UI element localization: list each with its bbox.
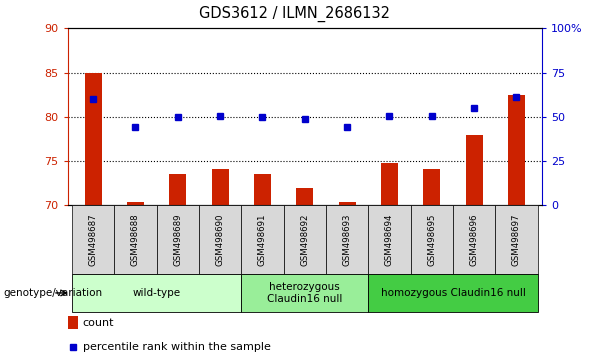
Text: GSM498689: GSM498689 — [173, 213, 183, 266]
Text: homozygous Claudin16 null: homozygous Claudin16 null — [380, 288, 525, 298]
Text: GSM498694: GSM498694 — [385, 213, 394, 266]
Bar — [495, 205, 538, 274]
Text: GDS3612 / ILMN_2686132: GDS3612 / ILMN_2686132 — [199, 5, 390, 22]
Text: GSM498688: GSM498688 — [131, 213, 140, 266]
Bar — [127, 202, 144, 205]
Bar — [114, 205, 157, 274]
Bar — [85, 73, 102, 205]
Bar — [72, 274, 241, 312]
Text: percentile rank within the sample: percentile rank within the sample — [82, 342, 270, 353]
Text: GSM498697: GSM498697 — [512, 213, 521, 266]
Text: GSM498692: GSM498692 — [300, 213, 309, 266]
Text: wild-type: wild-type — [133, 288, 181, 298]
Bar — [241, 274, 368, 312]
Bar — [326, 205, 368, 274]
Bar — [368, 205, 411, 274]
Text: GSM498696: GSM498696 — [469, 213, 479, 266]
Text: heterozygous
Claudin16 null: heterozygous Claudin16 null — [267, 282, 342, 304]
Bar — [241, 205, 284, 274]
Bar — [296, 188, 313, 205]
Bar — [423, 169, 440, 205]
Text: genotype/variation: genotype/variation — [3, 288, 102, 298]
Bar — [284, 205, 326, 274]
Bar — [339, 202, 356, 205]
Bar — [466, 135, 482, 205]
Bar — [381, 163, 398, 205]
Bar — [254, 174, 271, 205]
Bar — [368, 274, 538, 312]
Bar — [157, 205, 199, 274]
Bar — [211, 169, 229, 205]
Text: GSM498690: GSM498690 — [216, 213, 224, 266]
Text: GSM498695: GSM498695 — [427, 213, 436, 266]
Bar — [508, 95, 525, 205]
Bar — [453, 205, 495, 274]
Bar — [170, 174, 186, 205]
Bar — [72, 205, 114, 274]
Text: count: count — [82, 318, 114, 327]
Bar — [411, 205, 453, 274]
Bar — [68, 316, 78, 329]
Bar — [199, 205, 241, 274]
Text: GSM498693: GSM498693 — [343, 213, 352, 266]
Text: GSM498691: GSM498691 — [258, 213, 267, 266]
Text: GSM498687: GSM498687 — [88, 213, 98, 266]
